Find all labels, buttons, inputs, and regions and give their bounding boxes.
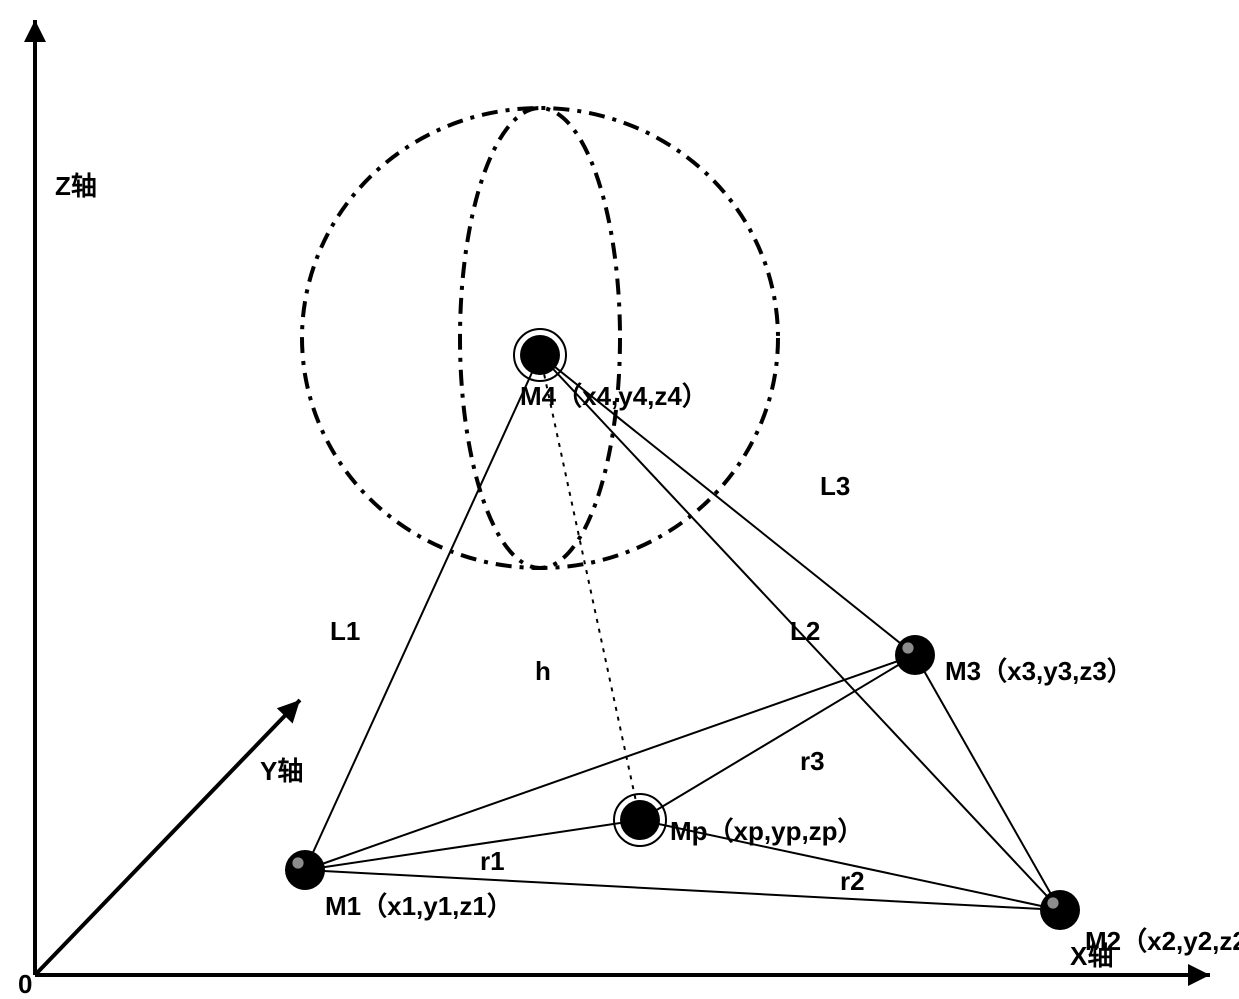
node-label-M3: M3（x3,y3,z3） <box>945 656 1133 686</box>
node-label-M1: M1（x1,y1,z1） <box>325 891 513 921</box>
node-Mp <box>620 800 660 840</box>
z-axis-label: Z轴 <box>55 171 97 201</box>
origin-label: 0 <box>18 969 32 999</box>
edge-label-r3: r3 <box>800 746 825 776</box>
edge-M2-M3 <box>915 655 1060 910</box>
edge-M1-Mp <box>305 820 640 870</box>
edge-label-L3: L3 <box>820 471 850 501</box>
edge-label-h: h <box>535 656 551 686</box>
node-label-M2: M2（x2,y2,z2） <box>1085 926 1239 956</box>
node-M3 <box>895 635 935 675</box>
node-label-M4: M4（x4,y4,z4） <box>520 381 708 411</box>
node-M1 <box>285 850 325 890</box>
node-M2 <box>1040 890 1080 930</box>
edge-label-L2: L2 <box>790 616 820 646</box>
edge-label-r2: r2 <box>840 866 865 896</box>
edge-label-r1: r1 <box>480 846 505 876</box>
diagram-canvas: 0X轴Z轴Y轴L1L2L3r1r2r3hM1（x1,y1,z1）M2（x2,y2… <box>0 0 1239 999</box>
node-M4 <box>520 335 560 375</box>
node-label-Mp: Mp（xp,yp,zp） <box>670 816 864 846</box>
edge-M4-M1 <box>305 355 540 870</box>
edge-h <box>540 355 640 820</box>
y-axis-label: Y轴 <box>260 756 303 786</box>
edge-label-L1: L1 <box>330 616 360 646</box>
